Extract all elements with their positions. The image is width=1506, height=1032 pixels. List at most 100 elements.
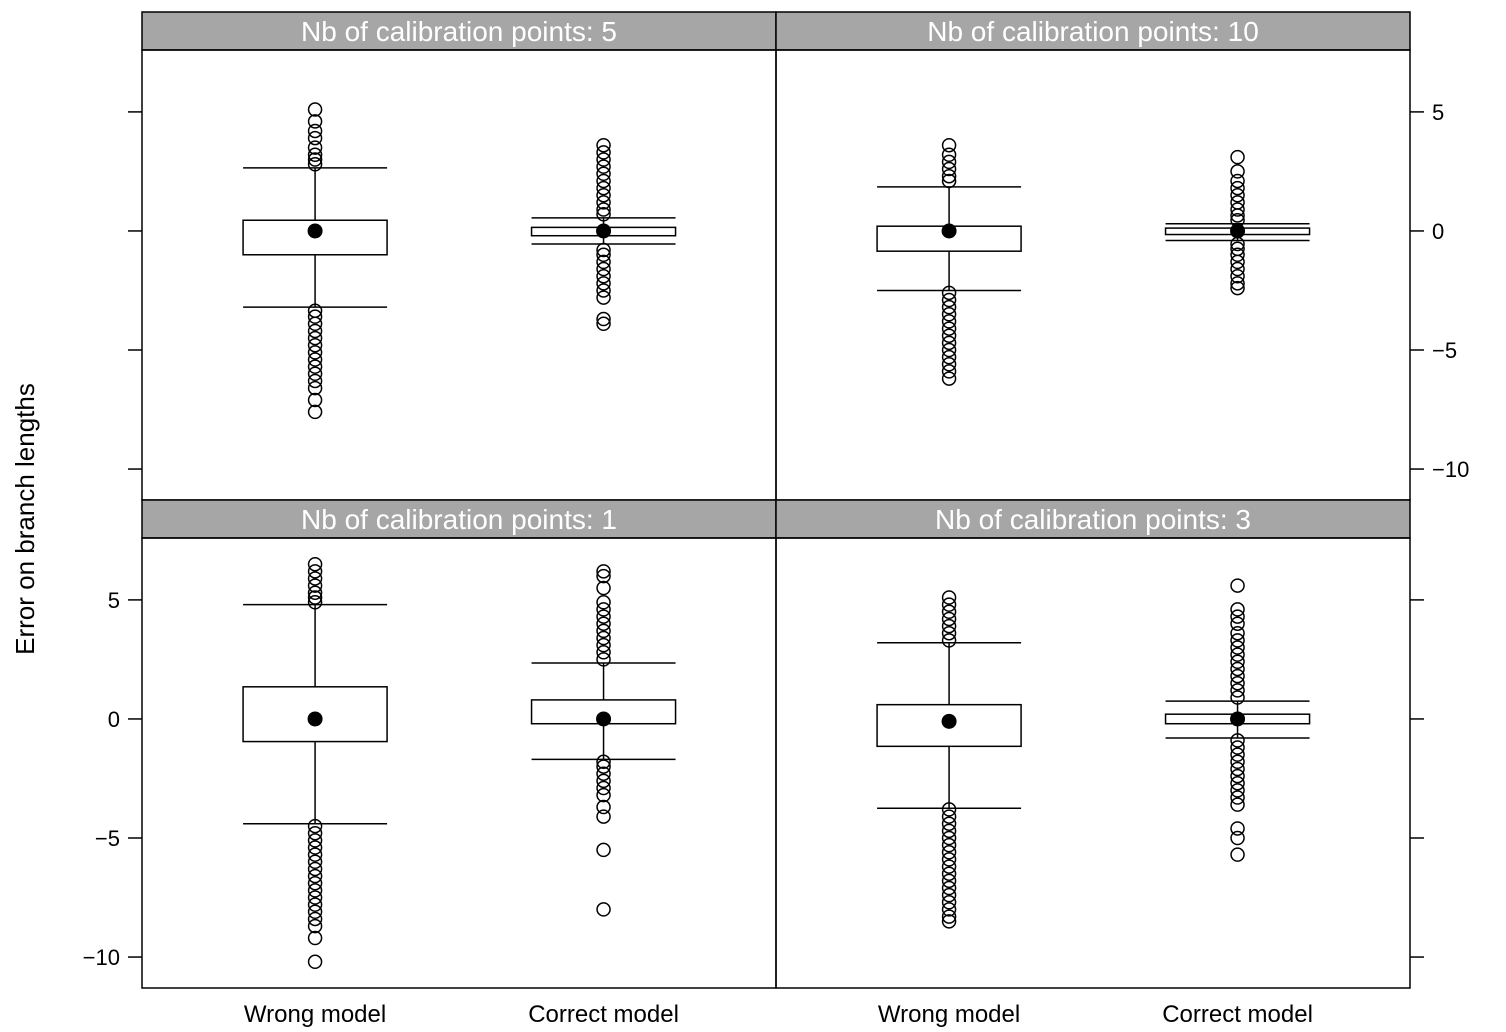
outlier-point [596,780,611,796]
outlier-point [941,837,957,853]
outlier-point [1230,254,1245,270]
outlier-point [1230,280,1245,296]
outlier-point [307,373,323,389]
outlier-point [941,371,957,386]
outlier-point [1230,602,1245,617]
median-point [596,223,612,239]
outlier-point [941,590,957,605]
outlier-point [1230,683,1245,698]
panel-1: Nb of calibration points: 5 [128,11,777,501]
outlier-point [941,909,957,924]
outlier-point [1230,661,1245,677]
outlier-point [307,954,323,970]
outlier-point [307,345,323,360]
outlier-point [1230,690,1245,705]
outlier-point [1230,647,1245,662]
outlier-point [1230,790,1245,805]
outlier-point [307,102,323,117]
y-tick-label: −5 [1432,338,1457,363]
panel-strip [775,11,1411,51]
box-correct-model [530,137,677,332]
outlier-point [596,799,611,815]
panel-title: Nb of calibration points: 3 [935,504,1251,535]
x-category-label: Wrong model [878,1001,1020,1028]
outlier-point [307,818,323,834]
outlier-point [307,875,323,891]
outlier-point [307,123,323,139]
outlier-point [596,207,611,222]
outlier-point [941,147,957,163]
outlier-point [941,887,957,903]
outlier-point [941,633,957,648]
outlier-point [596,773,611,789]
panel-title: Nb of calibration points: 10 [927,16,1259,47]
outlier-point [307,897,323,912]
x-category-label: Correct model [528,1001,679,1028]
outlier-point [307,404,323,420]
outlier-point [941,321,957,336]
box-wrong-model [242,102,388,420]
outlier-point [941,880,957,896]
y-tick-label: 0 [108,707,120,732]
box-wrong-model [876,137,1022,386]
outlier-point [596,276,611,291]
box-wrong-model [876,590,1022,929]
y-axis-label: Error on branch lengths [10,383,40,655]
y-tick-label: −10 [1432,457,1469,482]
outlier-point [307,590,323,605]
outlier-point [307,930,323,946]
outlier-point [941,168,957,184]
outlier-point [1230,830,1245,846]
panel-title: Nb of calibration points: 1 [301,504,617,535]
outlier-point [307,352,323,367]
outlier-point [307,571,323,586]
y-tick-label: 5 [108,588,120,613]
outlier-point [307,868,323,884]
panel-strip [141,11,777,51]
outlier-point [596,564,611,579]
outlier-point [307,833,323,848]
outlier-point [596,787,611,803]
panel-frame [775,537,1411,989]
outlier-point [596,595,611,610]
outlier-point [941,618,957,634]
outlier-point [596,645,611,660]
outlier-point [1230,675,1245,691]
outlier-point [307,337,323,353]
median-point [1230,223,1246,239]
y-tick-label: 5 [1432,100,1444,125]
outlier-point [596,902,611,917]
median-point [941,223,957,239]
outlier-point [1230,202,1245,217]
outlier-point [307,140,323,155]
outlier-point [307,380,323,396]
outlier-point [596,268,611,284]
outlier-point [596,254,611,270]
outlier-point [1230,173,1245,189]
outlier-point [596,145,611,160]
outlier-point [596,187,611,203]
outlier-point [596,652,611,667]
outlier-point [307,883,323,898]
outlier-point [307,147,323,163]
outlier-point [596,609,611,624]
panel-strip [141,499,777,539]
y-tick-label: −10 [83,945,120,970]
outlier-point [307,366,323,382]
outlier-point [941,823,957,839]
outlier-point [596,316,611,332]
outlier-point [1230,578,1245,593]
outlier-point [307,585,323,601]
outlier-point [307,578,323,593]
outlier-point [1230,654,1245,670]
outlier-point [596,202,611,217]
y-tick-label: −5 [95,826,120,851]
outlier-point [941,314,957,329]
outlier-point [307,840,323,855]
outlier-point [596,311,611,327]
outlier-point [307,114,323,129]
outlier-point [1230,276,1245,291]
outlier-point [941,349,957,365]
outlier-point [1230,668,1245,684]
outlier-point [1230,195,1245,210]
